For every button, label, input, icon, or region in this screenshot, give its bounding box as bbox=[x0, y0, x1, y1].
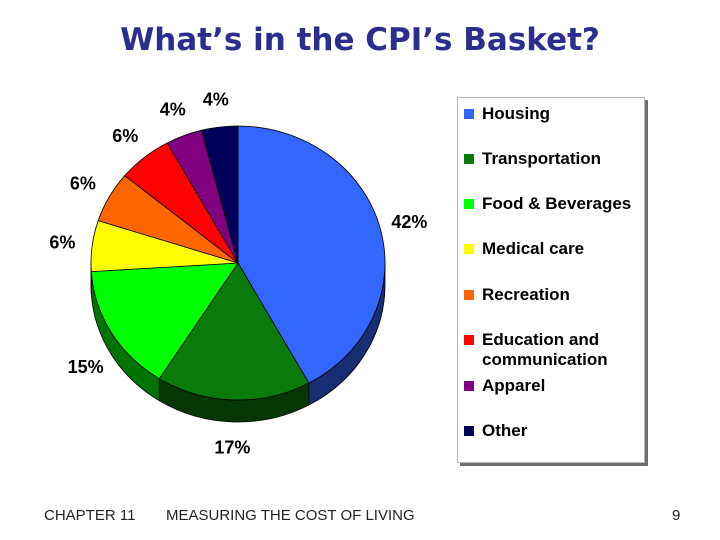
legend-item-food-beverages: Food & Beverages bbox=[464, 194, 652, 214]
data-label-education-and-communication: 6% bbox=[112, 126, 138, 146]
legend-label: Food & Beverages bbox=[482, 194, 632, 213]
legend-item-housing: Housing bbox=[464, 104, 652, 124]
pie-slice-transportation bbox=[158, 262, 310, 401]
legend-swatch bbox=[464, 109, 474, 119]
legend-label: Apparel bbox=[482, 376, 546, 395]
chart-legend: Housing Transportation Food & Beverages … bbox=[457, 97, 645, 463]
footer-chapter: CHAPTER 11 bbox=[44, 507, 136, 524]
page-number: 9 bbox=[672, 507, 681, 524]
legend-label: Education and communication bbox=[482, 330, 608, 369]
data-label-apparel: 4% bbox=[160, 100, 186, 120]
legend-swatch bbox=[464, 335, 474, 345]
legend-item-education-communication: Education and communication bbox=[464, 330, 652, 370]
legend-label: Transportation bbox=[482, 149, 602, 168]
data-label-other: 4% bbox=[203, 89, 229, 109]
pie-slice-food-beverages bbox=[90, 262, 239, 380]
legend-swatch bbox=[464, 426, 474, 436]
legend-swatch bbox=[464, 381, 474, 391]
data-label-recreation: 6% bbox=[70, 174, 96, 194]
data-label-transportation: 17% bbox=[214, 438, 250, 458]
legend-swatch bbox=[464, 244, 474, 254]
legend-item-transportation: Transportation bbox=[464, 149, 652, 169]
data-label-housing: 42% bbox=[391, 212, 427, 232]
legend-item-medical-care: Medical care bbox=[464, 239, 652, 259]
legend-label: Housing bbox=[482, 104, 550, 123]
legend-swatch bbox=[464, 199, 474, 209]
legend-swatch bbox=[464, 154, 474, 164]
data-label-medical-care: 6% bbox=[49, 232, 75, 252]
legend-label: Recreation bbox=[482, 285, 570, 304]
legend-swatch bbox=[464, 290, 474, 300]
pie-slice-housing bbox=[237, 125, 386, 384]
footer-section: MEASURING THE COST OF LIVING bbox=[166, 507, 415, 524]
legend-label: Medical care bbox=[482, 239, 585, 258]
legend-label: Other bbox=[482, 421, 528, 440]
data-label-food-beverages: 15% bbox=[68, 357, 104, 377]
pie-slice-other bbox=[200, 125, 239, 264]
chart-title: What’s in the CPI’s Basket? bbox=[120, 22, 600, 58]
legend-item-other: Other bbox=[464, 421, 652, 441]
legend-item-apparel: Apparel bbox=[464, 376, 652, 396]
legend-item-recreation: Recreation bbox=[464, 285, 652, 305]
